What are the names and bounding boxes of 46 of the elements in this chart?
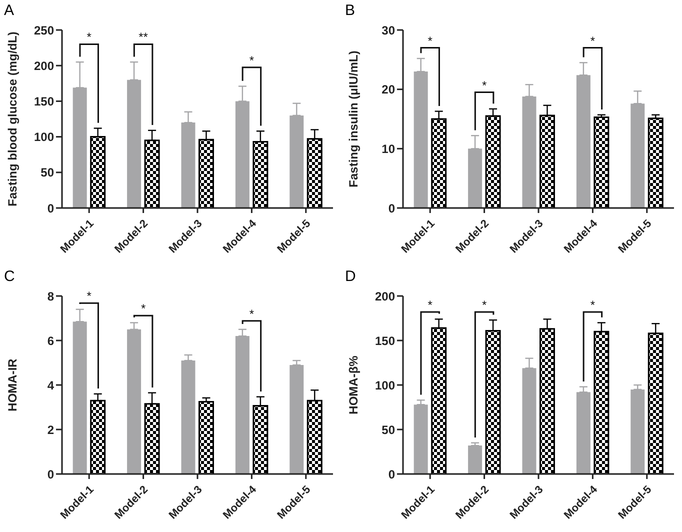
y-tick-label: 200	[374, 289, 396, 304]
y-tick-label: 10	[382, 142, 396, 156]
bar	[290, 364, 304, 474]
bar	[648, 118, 664, 208]
y-tick-label: 2	[47, 422, 54, 437]
y-tick-label: 4	[47, 378, 54, 392]
y-tick-label: 50	[40, 166, 54, 180]
annotation: *	[482, 298, 487, 312]
y-tick-label: 200	[34, 58, 54, 73]
y-tick-label: 0	[47, 201, 54, 216]
y-tick-label: 50	[382, 422, 396, 437]
annotation: *	[428, 298, 433, 312]
y-axis-title: Fasting blood glucose (mg/dL)	[5, 32, 20, 206]
y-tick-label: 0	[388, 467, 396, 482]
annotation: *	[249, 53, 254, 68]
annotation: *	[140, 302, 146, 316]
y-tick-label: 100	[374, 378, 396, 392]
annotation: *	[86, 30, 92, 44]
annotation: **	[138, 30, 148, 44]
y-tick-label: 30	[382, 23, 396, 38]
y-tick-label: 0	[388, 201, 396, 216]
y-tick-label: 100	[34, 130, 54, 144]
annotation: *	[590, 34, 596, 48]
bar	[594, 116, 610, 208]
bar	[630, 389, 645, 474]
y-tick-label: 20	[382, 82, 396, 97]
y-tick-label: 6	[47, 334, 54, 348]
annotation: *	[249, 306, 254, 321]
y-axis-title: HOMA-β%	[346, 355, 360, 414]
y-tick-label: 150	[34, 94, 54, 108]
chart-title: A	[4, 2, 14, 19]
annotation: *	[86, 289, 92, 304]
annotation: *	[428, 34, 433, 48]
y-tick-label: 150	[374, 334, 396, 348]
chart-title: B	[345, 2, 356, 19]
annotation: *	[482, 78, 487, 92]
y-tick-label: 8	[47, 289, 54, 304]
chart-title: D	[345, 268, 356, 285]
y-axis-title: Fasting insulin (μIU/mL)	[346, 50, 360, 188]
y-tick-label: 250	[34, 23, 54, 38]
bar	[198, 400, 214, 474]
y-axis-title: HOMA-IR	[5, 358, 20, 412]
chart-title: C	[4, 268, 15, 285]
bar	[468, 446, 482, 474]
annotation: *	[590, 298, 596, 312]
y-tick-label: 0	[47, 467, 54, 482]
